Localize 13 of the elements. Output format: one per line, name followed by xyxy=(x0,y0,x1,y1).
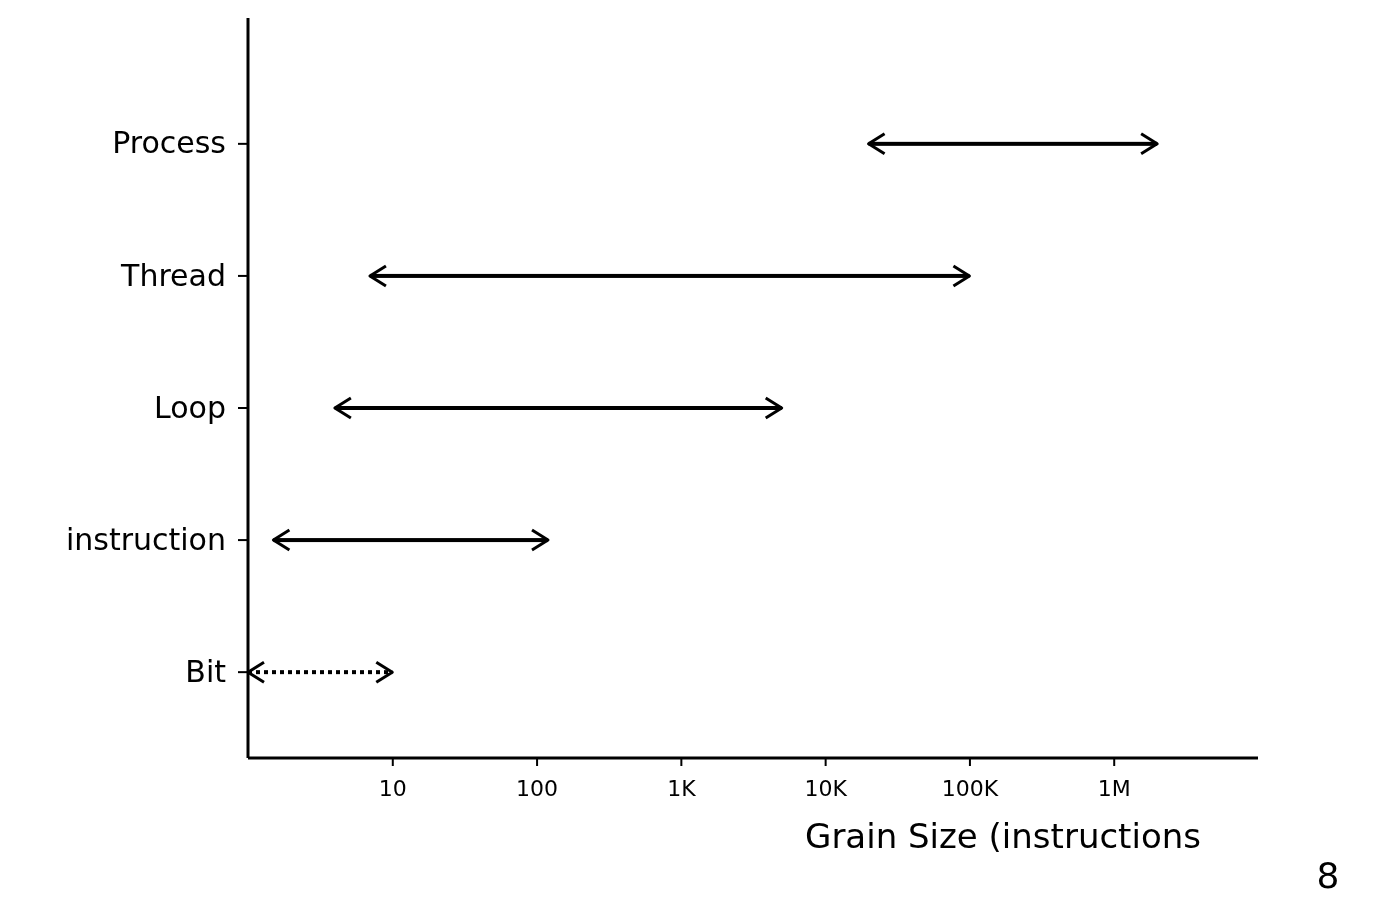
text: 8 xyxy=(1316,855,1340,896)
y-tick-label: Loop xyxy=(154,389,226,425)
y-tick-label: Bit xyxy=(185,653,227,689)
x-axis-title: Grain Size (instructions xyxy=(805,816,1201,856)
x-tick-label: 10K xyxy=(804,775,848,801)
x-tick-label: 1M xyxy=(1097,775,1131,801)
x-tick-label: 100K xyxy=(941,775,999,801)
y-tick-label: Process xyxy=(112,125,226,161)
y-tick-label: Thread xyxy=(120,257,226,293)
y-tick-label: instruction xyxy=(65,521,226,557)
x-tick-label: 1K xyxy=(667,775,697,801)
x-tick-label: 100 xyxy=(516,775,559,801)
x-tick-label: 10 xyxy=(378,775,407,801)
